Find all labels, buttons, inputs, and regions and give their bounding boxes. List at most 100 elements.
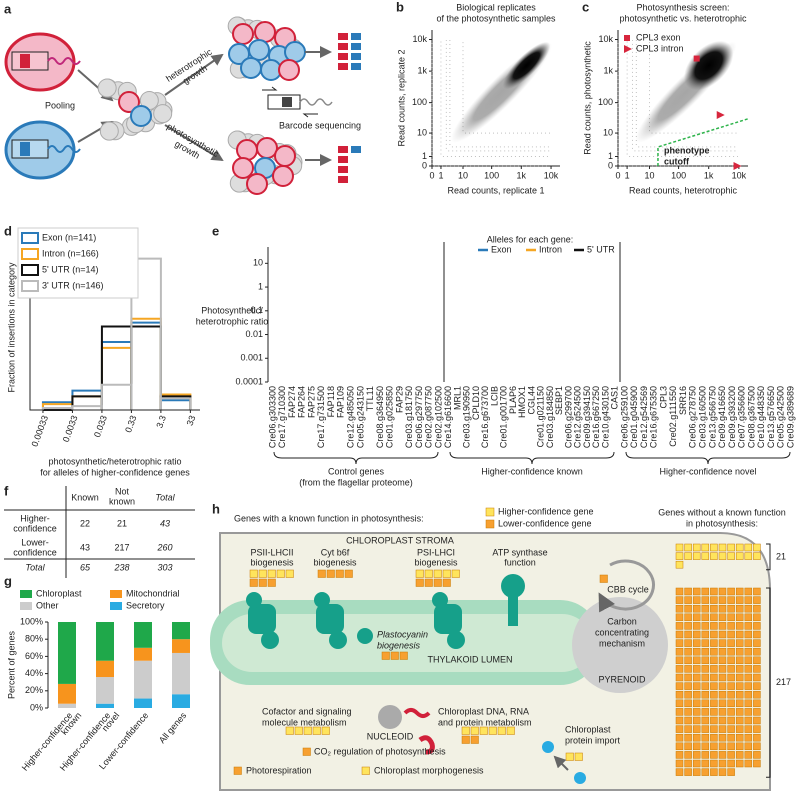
amplicon-core [282, 97, 292, 107]
legend-swatch [485, 507, 495, 517]
gene-square [710, 622, 718, 630]
y-tick-label: 1k [603, 66, 613, 76]
gene-square [701, 543, 710, 552]
process-label: CBB cycle [607, 584, 649, 594]
gene-square [753, 699, 761, 708]
gene-square [710, 725, 718, 733]
gene-square [753, 587, 761, 596]
gene-square [461, 726, 470, 735]
gene-square [470, 735, 479, 744]
bar-segment [172, 639, 190, 653]
gene-label: Cre09.g389689 [785, 386, 795, 448]
y-tick-label: 0% [30, 702, 43, 712]
pool-cell [274, 145, 296, 167]
legend-label: Intron [539, 244, 562, 254]
gene-square [684, 596, 692, 604]
y-tick-label: 1 [258, 281, 263, 291]
x-tick-label: 10k [732, 170, 747, 180]
brace [273, 451, 439, 465]
gene-square [692, 630, 701, 639]
gene-square [433, 569, 442, 578]
gene-label: CGL44 [526, 386, 536, 415]
process-label: ATP synthase [492, 547, 547, 557]
panel-label: e [212, 223, 219, 238]
gene-square [718, 699, 727, 708]
gene-square [718, 613, 727, 622]
gene-square [744, 742, 753, 751]
legend-label: 5' UTR (n=14) [42, 264, 99, 274]
read-bar [351, 146, 361, 153]
legend-swatch [485, 519, 495, 529]
gene-square [735, 673, 744, 682]
legend-swatch [21, 248, 39, 260]
gene-square [285, 726, 294, 735]
gene-square [692, 751, 701, 759]
cell: 303 [157, 562, 172, 572]
gene-square [701, 682, 710, 690]
gene-square [506, 726, 515, 735]
gene-square [684, 708, 692, 716]
gene-square [718, 604, 727, 613]
gene-square [718, 708, 727, 716]
cell: 217 [114, 542, 129, 552]
read-bar [338, 156, 348, 163]
gene-label: FAP109 [336, 386, 346, 418]
pool-cell [236, 139, 258, 161]
gene-square [684, 673, 692, 682]
bar-segment [172, 622, 190, 640]
gene-square [753, 543, 761, 552]
count-label: 217 [776, 677, 791, 687]
gene-square [684, 759, 692, 768]
legend-label: Other [36, 600, 59, 610]
gene-square [744, 751, 753, 759]
gene-square [249, 578, 258, 587]
compartment-label: PYRENOID [598, 674, 646, 684]
protein [248, 604, 276, 634]
gene-square [735, 733, 744, 742]
gene-square [744, 639, 753, 647]
nucleoid [378, 705, 402, 729]
gene-label: TTL11 [365, 386, 375, 411]
annotation: cutoff [664, 156, 690, 166]
gene-label: Cre16.g675350 [649, 386, 659, 448]
gene-square [684, 768, 692, 776]
cell: 260 [156, 542, 172, 552]
legend-label: 3' UTR (n=146) [42, 280, 104, 290]
y-tick-label: 1 [608, 151, 613, 161]
gene-label: CAS1 [610, 386, 620, 410]
gene-square [753, 656, 761, 665]
gene-square [744, 587, 753, 596]
gene-square [744, 647, 753, 656]
x-axis-label: for alleles of higher-confidence genes [40, 467, 190, 477]
gene-square [684, 647, 692, 656]
y-axis-label: Read counts, photosynthetic [582, 41, 592, 155]
gene-square [753, 733, 761, 742]
gene-square [710, 682, 718, 690]
gene-square [718, 622, 727, 630]
bar-segment [58, 622, 76, 684]
x-tick-label: 0.33 [123, 414, 138, 434]
marker [693, 55, 700, 62]
legend-swatch [21, 264, 39, 276]
histogram-bin [100, 383, 133, 410]
legend-marker [624, 35, 630, 41]
gene-square [710, 759, 718, 768]
x-tick-label: 10 [644, 170, 654, 180]
gene-square [692, 613, 701, 622]
process-label: protein import [565, 735, 621, 745]
read-bar [351, 43, 361, 50]
gene-square [727, 630, 735, 639]
gene-label: Cre16.g667250 [591, 386, 601, 448]
x-tick-label: 1 [625, 170, 630, 180]
gene-square [727, 699, 735, 708]
cell: 65 [80, 562, 91, 572]
gene-square [735, 552, 744, 560]
gene-square [675, 552, 684, 560]
gene-label: Cre03.g181750 [404, 386, 414, 448]
legend-label: Secretory [126, 600, 165, 610]
bar-segment [58, 703, 76, 708]
gene-square [701, 622, 710, 630]
gene-square [294, 726, 303, 735]
gene-square [692, 552, 701, 560]
gene-label: Cre09.g416650 [717, 386, 727, 448]
